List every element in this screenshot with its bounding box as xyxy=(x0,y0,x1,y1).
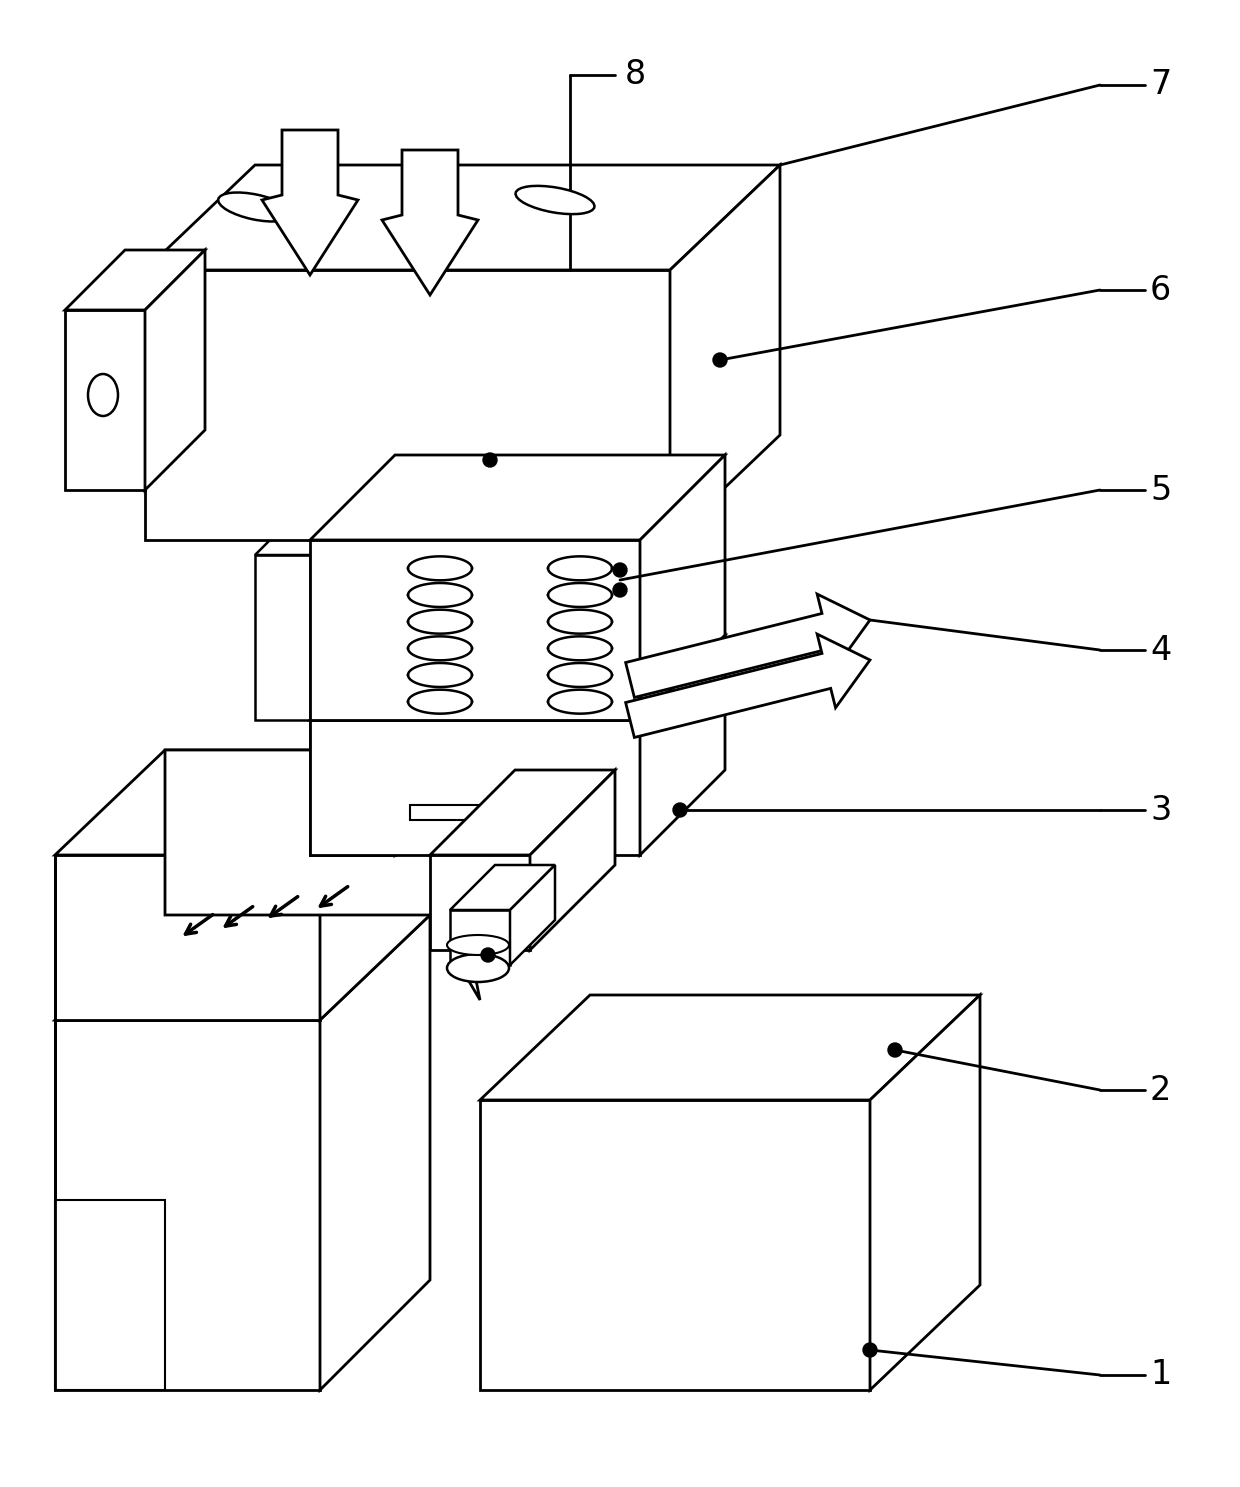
Ellipse shape xyxy=(446,955,508,981)
Circle shape xyxy=(888,1042,901,1057)
Polygon shape xyxy=(310,540,640,720)
Polygon shape xyxy=(310,364,480,451)
Ellipse shape xyxy=(516,186,594,214)
Ellipse shape xyxy=(88,375,118,416)
Text: 1: 1 xyxy=(1149,1359,1172,1392)
Circle shape xyxy=(484,454,497,467)
Polygon shape xyxy=(320,915,430,1390)
Ellipse shape xyxy=(446,935,508,955)
Polygon shape xyxy=(626,593,870,697)
Text: 2: 2 xyxy=(1149,1074,1172,1106)
Circle shape xyxy=(613,583,627,596)
Polygon shape xyxy=(255,555,310,720)
Polygon shape xyxy=(382,150,477,294)
Polygon shape xyxy=(410,804,529,819)
Polygon shape xyxy=(320,749,430,1020)
Polygon shape xyxy=(310,635,725,720)
Polygon shape xyxy=(262,129,358,275)
Polygon shape xyxy=(430,855,529,950)
Polygon shape xyxy=(870,995,980,1390)
Polygon shape xyxy=(529,770,615,950)
Polygon shape xyxy=(165,749,480,999)
Polygon shape xyxy=(670,165,780,540)
Text: 5: 5 xyxy=(1149,473,1172,507)
Polygon shape xyxy=(55,749,430,855)
Polygon shape xyxy=(255,510,355,555)
Polygon shape xyxy=(396,364,480,855)
Polygon shape xyxy=(450,910,510,965)
Polygon shape xyxy=(450,865,556,910)
Polygon shape xyxy=(310,451,396,855)
Circle shape xyxy=(863,1343,877,1358)
Polygon shape xyxy=(480,1100,870,1390)
Text: 7: 7 xyxy=(1149,68,1172,101)
Circle shape xyxy=(713,352,727,367)
Polygon shape xyxy=(626,633,870,738)
Text: 6: 6 xyxy=(1149,274,1172,306)
Polygon shape xyxy=(55,855,320,1020)
Polygon shape xyxy=(145,271,670,540)
Polygon shape xyxy=(640,635,725,855)
Text: 4: 4 xyxy=(1149,633,1172,666)
Polygon shape xyxy=(480,995,980,1100)
Polygon shape xyxy=(64,309,145,491)
Text: 3: 3 xyxy=(1149,794,1172,827)
Circle shape xyxy=(613,564,627,577)
Polygon shape xyxy=(640,455,725,720)
Polygon shape xyxy=(145,165,780,271)
Circle shape xyxy=(673,803,687,816)
Polygon shape xyxy=(430,770,615,855)
Polygon shape xyxy=(55,1020,320,1390)
Circle shape xyxy=(481,949,495,962)
Text: 8: 8 xyxy=(625,58,646,92)
Polygon shape xyxy=(310,455,725,540)
Polygon shape xyxy=(55,1200,165,1390)
Polygon shape xyxy=(510,865,556,965)
Polygon shape xyxy=(310,720,640,855)
Polygon shape xyxy=(64,250,205,309)
Polygon shape xyxy=(55,915,430,1020)
Ellipse shape xyxy=(218,192,291,222)
Polygon shape xyxy=(145,250,205,491)
